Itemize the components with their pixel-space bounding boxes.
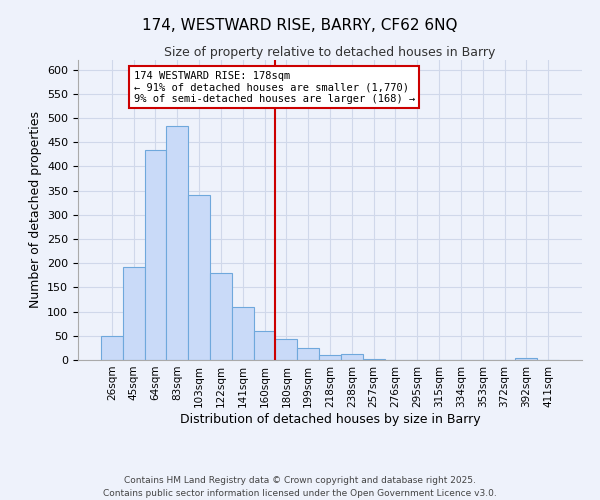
- Bar: [254, 331, 275, 360]
- Bar: [232, 307, 254, 360]
- Bar: [210, 274, 232, 360]
- Bar: [123, 267, 145, 360]
- Text: 174, WESTWARD RISE, BARRY, CF62 6NQ: 174, WESTWARD RISE, BARRY, CF62 6NQ: [142, 18, 458, 32]
- Bar: [297, 348, 319, 360]
- Bar: [515, 358, 537, 360]
- Bar: [188, 196, 210, 360]
- Bar: [145, 150, 166, 360]
- Text: Contains HM Land Registry data © Crown copyright and database right 2025.
Contai: Contains HM Land Registry data © Crown c…: [103, 476, 497, 498]
- Y-axis label: Number of detached properties: Number of detached properties: [29, 112, 41, 308]
- Bar: [341, 354, 363, 360]
- Bar: [166, 126, 188, 360]
- Bar: [101, 336, 123, 360]
- Bar: [275, 338, 297, 360]
- Bar: [319, 355, 341, 360]
- Title: Size of property relative to detached houses in Barry: Size of property relative to detached ho…: [164, 46, 496, 59]
- Bar: [363, 358, 385, 360]
- Text: 174 WESTWARD RISE: 178sqm
← 91% of detached houses are smaller (1,770)
9% of sem: 174 WESTWARD RISE: 178sqm ← 91% of detac…: [134, 70, 415, 104]
- X-axis label: Distribution of detached houses by size in Barry: Distribution of detached houses by size …: [179, 412, 481, 426]
